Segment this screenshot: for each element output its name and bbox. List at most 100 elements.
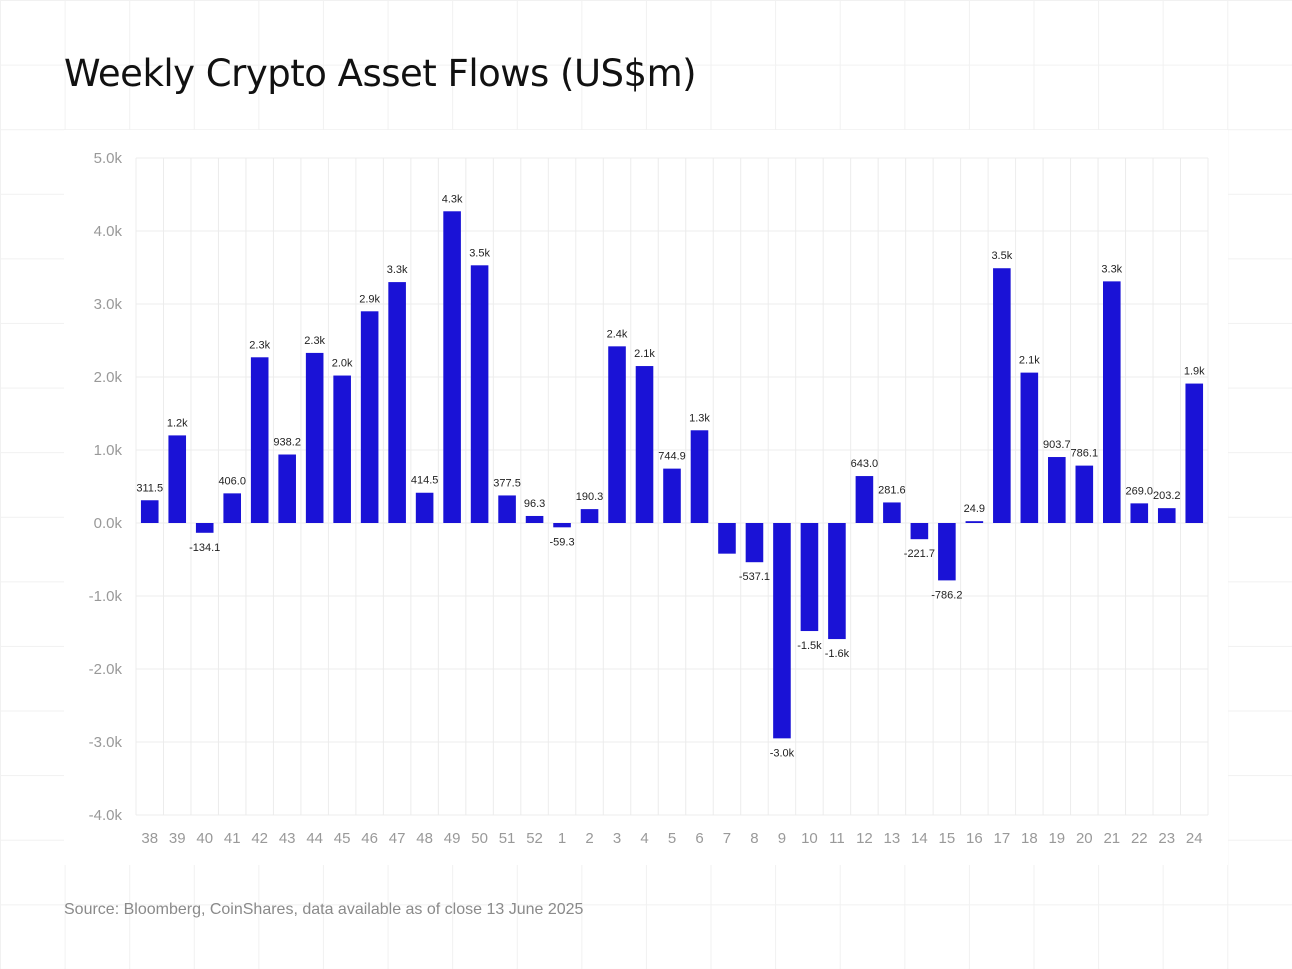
data-label: 2.1k	[634, 348, 655, 360]
data-labels: 311.5 1.2k -134.1 406.0 2.3k 938.2 2.3k 2.0k 2.9…	[136, 193, 1205, 759]
x-tick-label: 23	[1158, 830, 1175, 847]
y-tick-label: 1.0k	[94, 442, 123, 459]
bar	[635, 366, 654, 523]
y-tick-label: -1.0k	[89, 588, 123, 605]
bar	[993, 268, 1011, 523]
x-tick-label: 39	[169, 830, 186, 847]
bar	[800, 523, 819, 632]
x-tick-label: 12	[856, 830, 873, 847]
data-label: 2.0k	[332, 358, 353, 370]
data-label: 903.7	[1043, 439, 1071, 451]
x-tick-label: 17	[994, 830, 1011, 847]
data-label: -1.5k	[797, 640, 822, 652]
bar	[690, 430, 709, 523]
y-tick-label: 5.0k	[94, 150, 123, 167]
source-note: Source: Bloomberg, CoinShares, data avai…	[64, 901, 584, 918]
x-tick-label: 51	[499, 830, 516, 847]
bar	[773, 523, 791, 739]
bar	[745, 523, 764, 563]
bar	[360, 311, 379, 523]
data-label: 414.5	[411, 475, 439, 487]
y-tick-label: 0.0k	[94, 515, 123, 532]
x-tick-label: 49	[444, 830, 461, 847]
x-tick-label: 45	[334, 830, 351, 847]
data-label: 2.9k	[359, 293, 380, 305]
bar	[938, 523, 956, 581]
bar	[1185, 383, 1204, 523]
bar	[223, 493, 242, 523]
bar	[250, 357, 269, 523]
data-label: 3.3k	[1101, 263, 1122, 275]
y-tick-label: -4.0k	[89, 807, 123, 824]
data-label: 1.3k	[689, 412, 710, 424]
bar	[278, 454, 296, 523]
data-label: 2.4k	[607, 328, 628, 340]
data-label: -1.6k	[825, 648, 850, 660]
data-label: -134.1	[189, 542, 220, 554]
x-tick-label: 44	[306, 830, 323, 847]
data-label: 3.3k	[387, 264, 408, 276]
bar	[443, 211, 461, 523]
data-label: 2.1k	[1019, 355, 1040, 367]
data-label: 377.5	[493, 477, 521, 489]
data-label: 311.5	[136, 482, 163, 494]
y-tick-label: -2.0k	[89, 661, 123, 678]
x-tick-label: 22	[1131, 830, 1148, 847]
x-tick-label: 5	[668, 830, 676, 847]
bar	[525, 515, 544, 523]
data-label: -786.2	[931, 589, 962, 601]
x-tick-label: 10	[801, 830, 818, 847]
x-tick-label: 1	[558, 830, 566, 847]
data-label: 786.1	[1071, 448, 1099, 460]
x-tick-label: 43	[279, 830, 296, 847]
bar	[1020, 372, 1039, 523]
data-label: 1.2k	[167, 417, 188, 429]
x-tick-label: 38	[141, 830, 158, 847]
x-tick-label: 8	[750, 830, 758, 847]
y-tick-label: 3.0k	[94, 296, 123, 313]
x-tick-label: 50	[471, 830, 488, 847]
data-label: 3.5k	[991, 250, 1012, 262]
bar	[388, 282, 406, 523]
bar	[1048, 457, 1066, 523]
data-label: 281.6	[878, 484, 906, 496]
bar	[855, 476, 874, 523]
x-tick-label: 20	[1076, 830, 1093, 847]
x-tick-label: 18	[1021, 830, 1038, 847]
bar	[333, 375, 351, 523]
x-tick-label: 9	[778, 830, 786, 847]
bar	[305, 352, 324, 523]
x-tick-label: 3	[613, 830, 621, 847]
x-tick-label: 13	[884, 830, 901, 847]
data-label: 744.9	[658, 451, 686, 463]
data-label: 2.3k	[249, 339, 270, 351]
y-tick-label: -3.0k	[89, 734, 123, 751]
x-tick-label: 2	[585, 830, 593, 847]
x-tick-label: 19	[1048, 830, 1065, 847]
bar	[1075, 465, 1094, 523]
data-label: 2.3k	[304, 335, 325, 347]
data-label: 203.2	[1153, 490, 1181, 502]
data-label: -221.7	[904, 548, 935, 560]
data-label: 4.3k	[442, 193, 463, 205]
data-label: 406.0	[218, 475, 246, 487]
bar	[828, 523, 846, 640]
bar	[553, 523, 571, 528]
x-tick-label: 7	[723, 830, 731, 847]
x-tick-label: 47	[389, 830, 406, 847]
bar	[910, 523, 929, 540]
bar	[663, 468, 681, 523]
x-tick-label: 11	[829, 830, 845, 847]
bar	[168, 435, 187, 523]
data-label: -3.0k	[770, 747, 795, 759]
x-tick-label: 15	[939, 830, 956, 847]
bar	[580, 509, 599, 523]
data-label: 24.9	[964, 503, 985, 515]
data-label: 1.9k	[1184, 366, 1205, 378]
bar	[1130, 503, 1149, 523]
chart-title: Weekly Crypto Asset Flows (US$m)	[64, 52, 697, 95]
bars	[140, 211, 1204, 739]
x-tick-label: 46	[361, 830, 378, 847]
x-tick-label: 21	[1103, 830, 1120, 847]
x-axis-ticks: 38 39 40 41 42 43 44 45 46 47 48 49 50 51 52 1 2 3 4 5 6 7 8 9 1…	[141, 830, 1202, 847]
